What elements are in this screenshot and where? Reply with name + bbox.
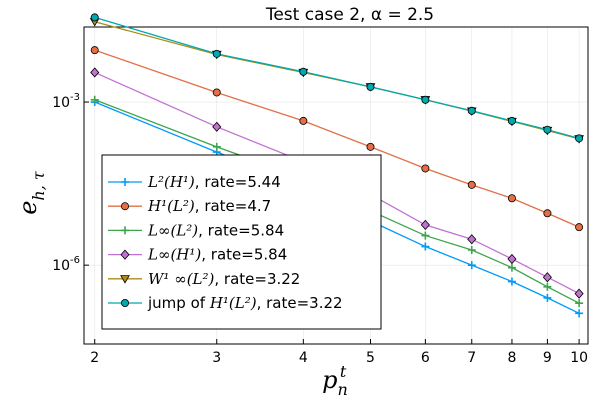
x-tick-label: 10 [570, 350, 588, 366]
x-tick-label: 3 [212, 350, 221, 366]
series-2 [90, 46, 584, 232]
data-point [366, 82, 375, 91]
data-point [467, 261, 476, 270]
data-point [420, 219, 430, 231]
data-point [507, 263, 516, 272]
data-point [90, 13, 99, 22]
data-point [543, 282, 552, 291]
legend-marker [121, 226, 129, 235]
data-point [543, 125, 552, 134]
data-point [542, 272, 552, 283]
legend-label: L²(H¹), rate=5.44 [147, 173, 281, 191]
chart-title: Test case 2, α = 2.5 [265, 5, 434, 25]
data-point [366, 142, 375, 151]
data-point [575, 309, 584, 318]
legend-marker [120, 275, 130, 284]
legend-label: jump of H¹(L²), rate=3.22 [147, 294, 343, 312]
data-point [507, 194, 516, 203]
data-point [467, 246, 476, 255]
x-tick-label: 5 [366, 350, 375, 366]
data-point [212, 121, 222, 132]
x-axis-label: pnt [322, 362, 348, 399]
data-point [507, 116, 516, 125]
data-point [421, 95, 430, 104]
data-point [575, 223, 584, 232]
series-6 [90, 13, 584, 143]
y-tick-label: 10-6 [52, 255, 80, 274]
data-point [575, 299, 584, 308]
data-point [90, 95, 99, 104]
data-point [212, 88, 221, 97]
legend: L²(H¹), rate=5.44 H¹(L²), rate=4.7 L∞(L²),… [101, 154, 382, 330]
legend-marker [120, 249, 130, 260]
data-point [421, 164, 430, 173]
y-axis-ticks: 10-3 10-6 [52, 92, 89, 274]
legend-entry-3: L∞(L²), rate=5.84 [108, 221, 284, 239]
data-point [212, 49, 221, 58]
x-axis-ticks: 2 3 4 5 6 7 8 9 10 [90, 339, 588, 366]
data-point [467, 180, 476, 189]
data-point [467, 106, 476, 115]
legend-box [101, 154, 382, 330]
legend-marker [121, 178, 129, 186]
legend-entry-4: L∞(H¹), rate=5.84 [108, 246, 287, 264]
legend-label: L∞(H¹), rate=5.84 [147, 246, 287, 264]
legend-entry-2: H¹(L²), rate=4.7 [108, 197, 271, 215]
data-point [212, 142, 221, 151]
y-axis-label: eh, τ [14, 170, 48, 215]
data-point [299, 116, 308, 125]
x-tick-label: 8 [507, 350, 516, 366]
x-tick-label: 6 [421, 350, 430, 366]
y-tick-label: 10-3 [52, 92, 80, 111]
data-point [543, 209, 552, 218]
x-tick-label: 7 [467, 350, 476, 366]
data-point [90, 67, 100, 78]
x-tick-label: 9 [543, 350, 552, 366]
data-point [299, 67, 308, 76]
grid [84, 27, 588, 344]
data-point [574, 288, 584, 299]
data-point [421, 231, 430, 240]
legend-label: L∞(L²), rate=5.84 [147, 221, 284, 239]
legend-marker [121, 202, 130, 211]
data-point [507, 253, 517, 265]
legend-label: H¹(L²), rate=4.7 [147, 197, 271, 215]
data-point [575, 134, 584, 143]
legend-marker [121, 298, 130, 307]
legend-entry-6: jump of H¹(L²), rate=3.22 [108, 294, 343, 312]
x-tick-label: 4 [299, 350, 308, 366]
legend-entry-1: L²(H¹), rate=5.44 [108, 173, 281, 191]
data-point [421, 242, 430, 251]
data-point [507, 277, 516, 286]
legend-label: W¹ ∞(L²), rate=3.22 [148, 270, 300, 288]
legend-entry-5: W¹ ∞(L²), rate=3.22 [108, 270, 300, 288]
data-point [90, 46, 99, 55]
data-point [467, 234, 477, 245]
data-point [543, 293, 552, 302]
x-tick-label: 2 [90, 350, 99, 366]
